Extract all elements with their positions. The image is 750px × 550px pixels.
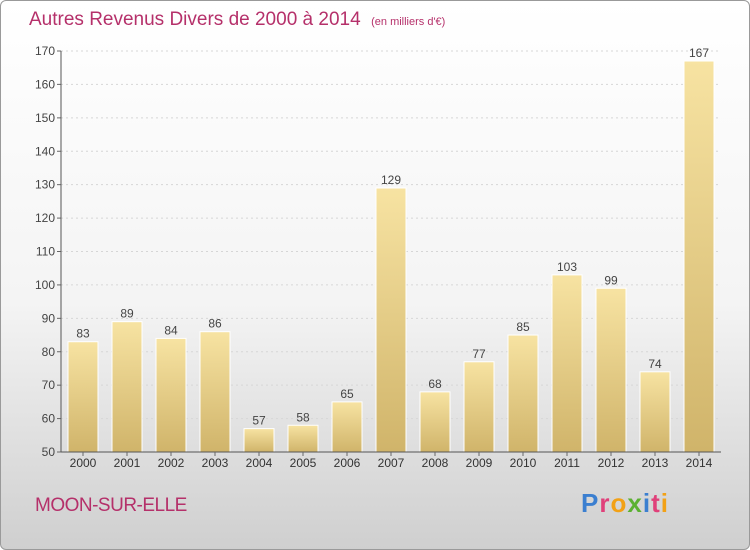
bar-value-label: 86 (208, 317, 222, 331)
y-tick-label: 140 (35, 144, 55, 158)
bar (507, 334, 539, 453)
x-tick-label: 2008 (422, 456, 449, 470)
chart-unit-note: (en milliers d'€) (371, 16, 446, 28)
x-tick-label: 2001 (114, 456, 141, 470)
bar-value-label: 85 (516, 320, 530, 334)
x-tick-label: 2005 (290, 456, 317, 470)
bar-value-label: 129 (381, 173, 401, 187)
bar-value-label: 74 (648, 357, 662, 371)
bar (375, 187, 407, 453)
x-tick-label: 2013 (642, 456, 669, 470)
chart-title: Autres Revenus Divers de 2000 à 2014 (en… (29, 9, 445, 31)
y-tick-label: 160 (35, 77, 55, 91)
y-tick-label: 90 (42, 311, 56, 325)
x-tick-label: 2004 (246, 456, 273, 470)
bar (243, 428, 275, 453)
y-tick-label: 150 (35, 111, 55, 125)
bar (199, 331, 231, 453)
y-tick-label: 170 (35, 44, 55, 58)
y-tick-label: 80 (42, 345, 56, 359)
bar (111, 321, 143, 453)
bar-value-label: 83 (76, 327, 90, 341)
x-tick-label: 2003 (202, 456, 229, 470)
logo-letter: t (651, 488, 661, 518)
bar (419, 391, 451, 453)
logo-letter: r (599, 488, 611, 518)
y-tick-label: 70 (42, 378, 56, 392)
x-tick-label: 2009 (466, 456, 493, 470)
y-tick-label: 100 (35, 278, 55, 292)
bar (683, 60, 715, 453)
x-tick-label: 2000 (70, 456, 97, 470)
bar-value-label: 68 (428, 377, 442, 391)
proxiti-logo: Proxiti (581, 488, 669, 519)
bar-value-label: 84 (164, 323, 178, 337)
bar (155, 337, 187, 453)
logo-letter: P (581, 488, 600, 518)
x-tick-label: 2014 (686, 456, 713, 470)
bar-value-label: 99 (604, 273, 618, 287)
bar (639, 371, 671, 453)
bar (551, 274, 583, 453)
bar (595, 287, 627, 453)
bar-value-label: 65 (340, 387, 354, 401)
place-name: MOON-SUR-ELLE (35, 495, 187, 516)
chart-title-text: Autres Revenus Divers de 2000 à 2014 (29, 9, 361, 30)
x-tick-label: 2002 (158, 456, 185, 470)
x-tick-label: 2012 (598, 456, 625, 470)
bar-value-label: 167 (689, 46, 709, 60)
bar (287, 424, 319, 453)
logo-letter: i (642, 488, 652, 518)
logo-letter: i (660, 488, 669, 518)
bar-value-label: 58 (296, 410, 310, 424)
bar-value-label: 89 (120, 307, 134, 321)
y-tick-label: 120 (35, 211, 55, 225)
x-tick-label: 2007 (378, 456, 405, 470)
bar (67, 341, 99, 453)
y-tick-label: 60 (42, 412, 56, 426)
bar (331, 401, 363, 453)
logo-letter: o (610, 488, 628, 518)
x-tick-label: 2006 (334, 456, 361, 470)
bar-value-label: 77 (472, 347, 486, 361)
bar-value-label: 57 (252, 414, 266, 428)
y-tick-label: 110 (36, 245, 55, 259)
logo-letter: x (627, 488, 643, 518)
y-tick-label: 130 (35, 178, 55, 192)
bar (463, 361, 495, 453)
bar-value-label: 103 (557, 260, 577, 274)
x-tick-label: 2010 (510, 456, 537, 470)
x-tick-label: 2011 (554, 456, 580, 470)
y-tick-label: 50 (42, 445, 56, 459)
